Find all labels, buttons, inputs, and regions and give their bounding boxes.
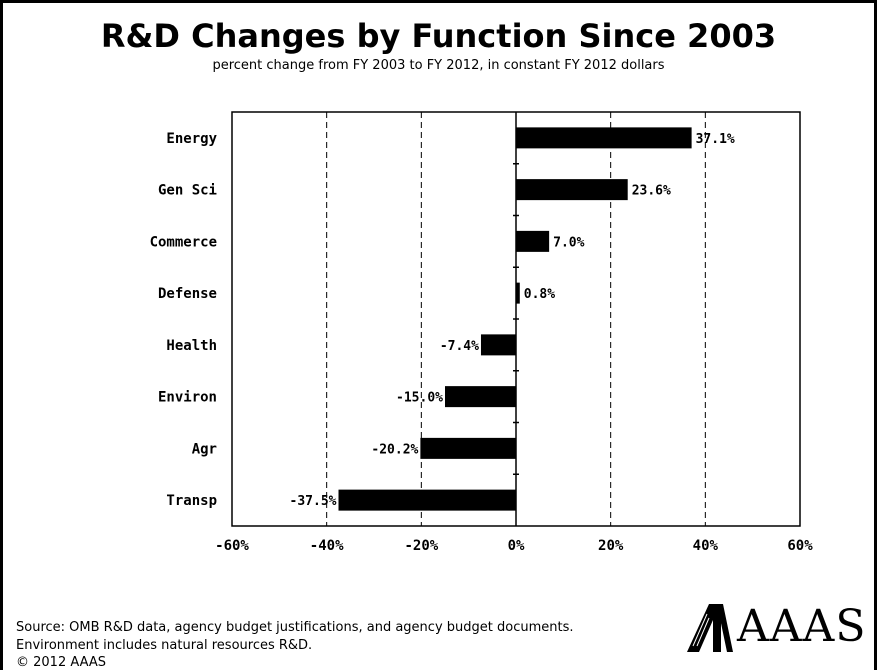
x-tick-label: 60% <box>787 538 813 554</box>
x-tick-label: 0% <box>508 538 525 554</box>
bar <box>516 282 520 304</box>
value-label: -20.2% <box>371 442 418 457</box>
category-label: Environ <box>158 390 217 406</box>
category-label: Energy <box>166 131 217 147</box>
x-tick-label: -40% <box>310 538 344 554</box>
value-label: -37.5% <box>290 494 337 509</box>
category-label: Transp <box>166 493 217 509</box>
zero-axis <box>513 112 519 526</box>
chart-subtitle: percent change from FY 2003 to FY 2012, … <box>212 58 665 73</box>
bars <box>338 127 692 511</box>
category-label: Agr <box>192 441 217 457</box>
value-label: 0.8% <box>524 287 555 302</box>
x-tick-label: 20% <box>598 538 624 554</box>
bar <box>338 489 516 511</box>
category-label: Defense <box>158 286 217 302</box>
value-label: -7.4% <box>440 339 479 354</box>
category-label: Health <box>166 338 217 354</box>
value-label: 23.6% <box>632 184 671 199</box>
category-label: Commerce <box>150 234 217 250</box>
category-label: Gen Sci <box>158 183 217 199</box>
aaas-logo-text: AAAS <box>737 601 867 652</box>
value-labels: 37.1% 23.6% 7.0% 0.8% -7.4% -15.0% -20.2% -37.5… <box>290 132 735 509</box>
bar-chart: Energy Gen Sci Commerce Defense Health Enviro… <box>150 111 813 554</box>
copyright-note: © 2012 AAAS <box>16 655 107 670</box>
chart-title: R&D Changes by Function Since 2003 <box>100 17 777 55</box>
bar <box>420 437 516 459</box>
bar <box>480 334 516 356</box>
environment-note: Environment includes natural resources R… <box>16 638 313 653</box>
bar <box>516 127 692 149</box>
aaas-logo-mark <box>687 604 733 652</box>
value-label: 7.0% <box>553 235 584 250</box>
x-tick-label: -60% <box>215 538 249 554</box>
bar <box>516 179 628 201</box>
bar <box>516 230 550 252</box>
aaas-logo: AAAS <box>687 600 865 655</box>
source-note: Source: OMB R&D data, agency budget just… <box>16 620 574 635</box>
category-labels: Energy Gen Sci Commerce Defense Health Enviro… <box>150 131 218 509</box>
value-label: -15.0% <box>396 391 443 406</box>
bar <box>445 386 516 408</box>
x-tick-labels: -60% -40% -20% 0% 20% 40% 60% <box>215 538 813 554</box>
x-tick-label: 40% <box>693 538 719 554</box>
x-tick-label: -20% <box>404 538 438 554</box>
value-label: 37.1% <box>696 132 735 147</box>
